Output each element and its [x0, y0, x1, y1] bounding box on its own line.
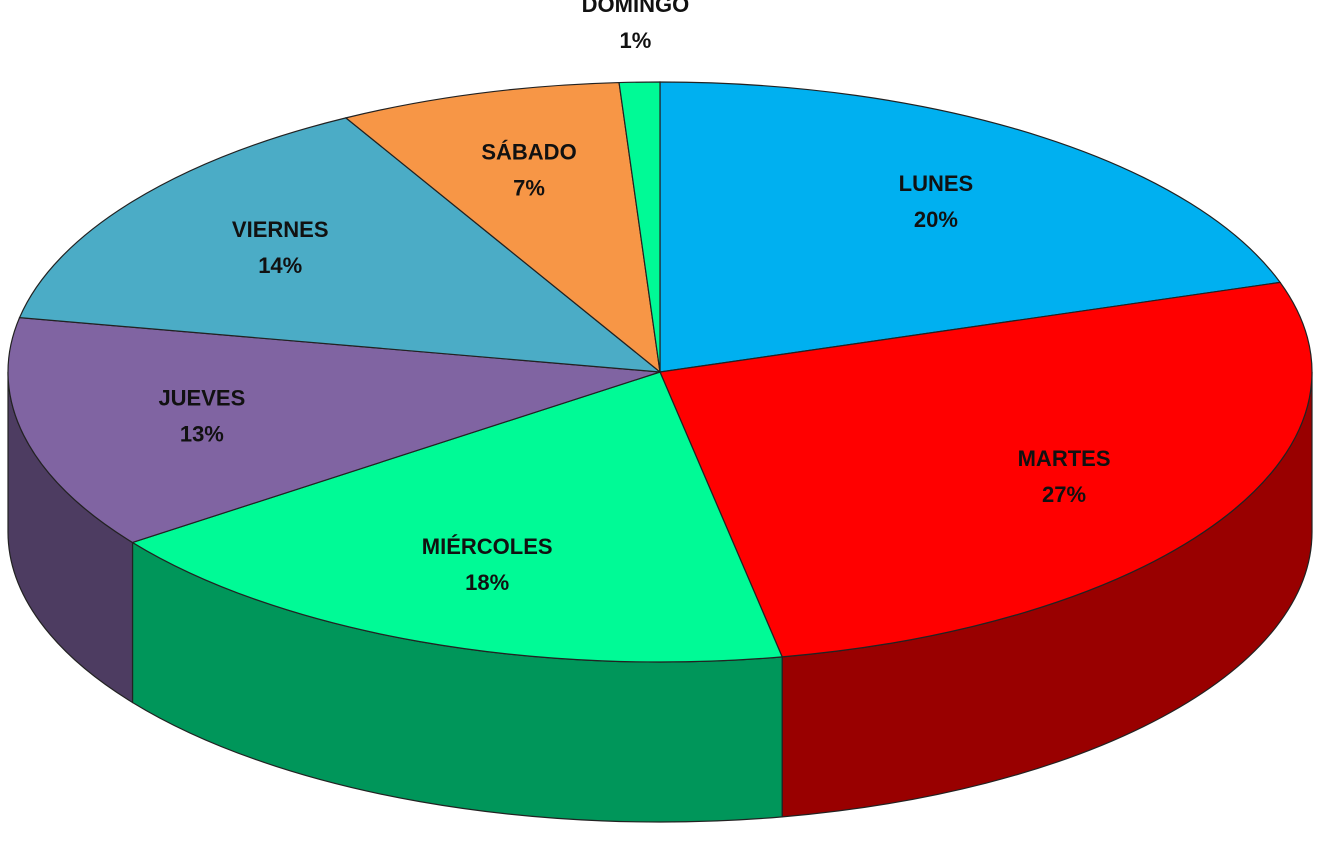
- slice-value-label: 14%: [258, 253, 302, 278]
- slice-label: MARTES: [1018, 446, 1111, 471]
- pie-slice: [131, 371, 784, 663]
- slice-value-label: 13%: [180, 421, 224, 446]
- slice-value-label: 18%: [465, 570, 509, 595]
- slice-label: DOMINGO: [582, 0, 690, 17]
- slice-label: MIÉRCOLES: [422, 534, 553, 559]
- slice-value-label: 7%: [513, 175, 545, 200]
- slice-label: SÁBADO: [481, 139, 576, 164]
- slice-label: JUEVES: [158, 385, 245, 410]
- slice-label: VIERNES: [232, 217, 329, 242]
- slice-value-label: 1%: [620, 28, 652, 53]
- slice-value-label: 20%: [914, 207, 958, 232]
- pie-slice: [659, 281, 1313, 658]
- pie-slice: [7, 317, 661, 544]
- pie-slice: [659, 81, 1282, 373]
- slice-label: LUNES: [899, 171, 974, 196]
- pie-slice: [618, 81, 661, 373]
- pie-slice: [344, 81, 661, 374]
- slice-value-label: 27%: [1042, 482, 1086, 507]
- pie-slice: [18, 117, 662, 373]
